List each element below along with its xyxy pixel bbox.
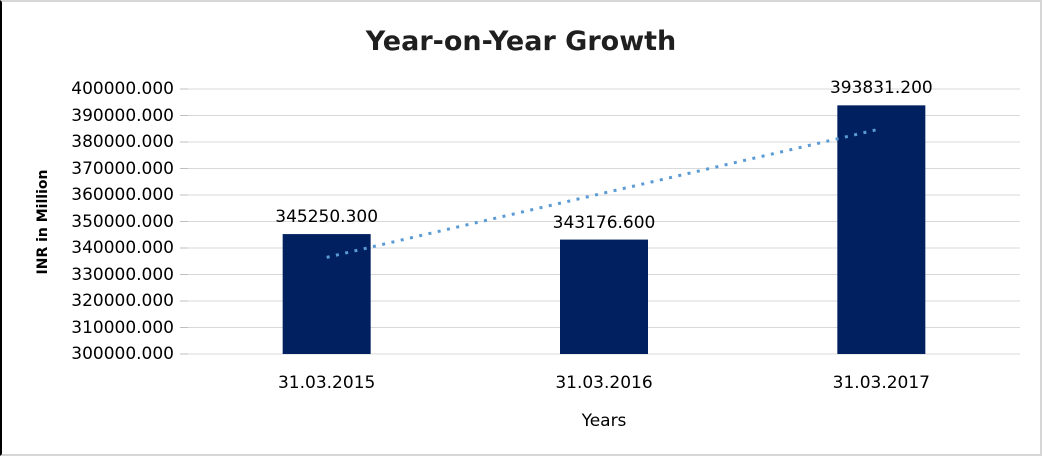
y-tick-label: 330000.000 — [71, 264, 174, 285]
y-tick-label: 400000.000 — [71, 79, 174, 99]
y-tick-label: 370000.000 — [71, 158, 174, 179]
bar — [837, 105, 926, 354]
chart-title: Year-on-Year Growth — [365, 26, 677, 57]
bar — [282, 234, 371, 354]
x-tick-label: 31.03.2017 — [832, 373, 930, 393]
x-tick-label: 31.03.2015 — [277, 373, 376, 393]
y-tick-label: 310000.000 — [71, 317, 174, 338]
x-tick-label: 31.03.2016 — [555, 373, 653, 393]
trendline — [326, 127, 882, 259]
y-tick-label: 380000.000 — [71, 132, 174, 152]
bar-data-label: 393831.200 — [829, 78, 933, 99]
bar — [560, 239, 648, 354]
y-tick-label: 340000.000 — [71, 238, 174, 258]
y-tick-label: 300000.000 — [71, 344, 174, 364]
bar-data-label: 345250.300 — [275, 207, 379, 228]
y-tick-label: 360000.000 — [71, 185, 174, 205]
x-axis-title: Years — [581, 411, 627, 431]
y-tick-label: 350000.000 — [71, 211, 174, 232]
bar-data-label: 343176.600 — [552, 212, 656, 233]
y-axis-title: INR in Million — [35, 169, 51, 275]
y-tick-label: 320000.000 — [71, 291, 174, 311]
y-tick-label: 390000.000 — [71, 105, 174, 126]
